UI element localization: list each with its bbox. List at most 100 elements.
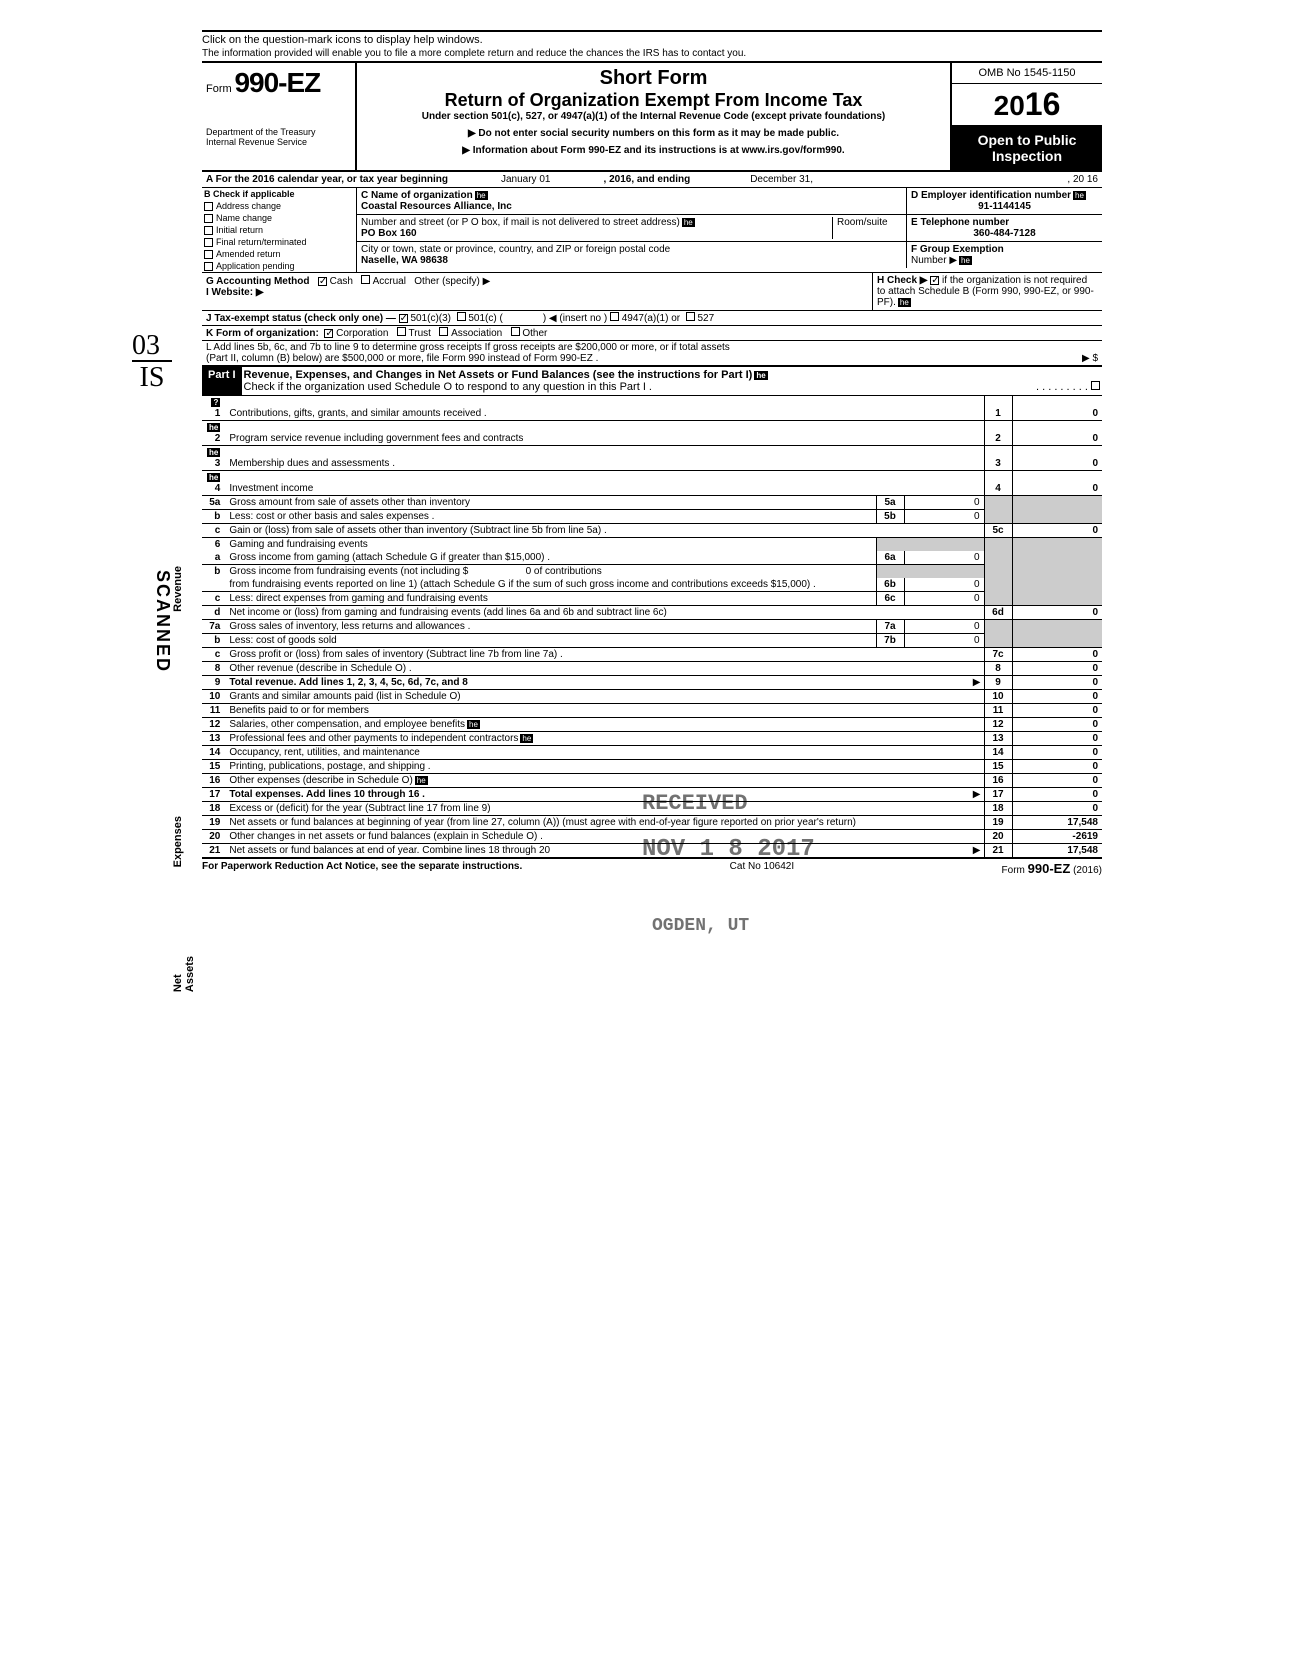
- j-4947-check[interactable]: [610, 312, 619, 321]
- b-final[interactable]: Final return/terminated: [202, 236, 356, 248]
- j-501c-check[interactable]: [457, 312, 466, 321]
- help-icon[interactable]: he: [520, 734, 533, 743]
- form-label: Form: [206, 83, 232, 95]
- addr-block: Number and street (or P O box, if mail i…: [357, 215, 907, 241]
- form-page: 03 IS SCANNED Click on the question-mark…: [202, 30, 1102, 876]
- help-icon[interactable]: he: [467, 720, 480, 729]
- b-name[interactable]: Name change: [202, 212, 356, 224]
- table-row: he 3Membership dues and assessments .30: [202, 446, 1102, 471]
- part1-check[interactable]: [1091, 381, 1100, 390]
- tax-year: 2016: [952, 84, 1102, 126]
- a-end-y: , 20 16: [1067, 174, 1098, 185]
- table-row: bLess: cost or other basis and sales exp…: [202, 510, 1102, 524]
- b-item: Final return/terminated: [216, 237, 307, 247]
- side-revenue: Revenue: [172, 566, 184, 612]
- table-row: 12Salaries, other compensation, and empl…: [202, 718, 1102, 732]
- g-accrual: Accrual: [373, 276, 406, 287]
- table-row: cGain or (loss) from sale of assets othe…: [202, 524, 1102, 538]
- header-right: OMB No 1545-1150 2016 Open to Public Ins…: [952, 63, 1102, 170]
- help-icon[interactable]: he: [475, 191, 488, 200]
- j-527-check[interactable]: [686, 312, 695, 321]
- help-icon[interactable]: he: [207, 423, 220, 432]
- footer-cat: Cat No 10642I: [730, 861, 795, 876]
- side-netassets: Net Assets: [172, 956, 196, 992]
- help-icon[interactable]: he: [754, 371, 767, 380]
- part1-check-text: Check if the organization used Schedule …: [244, 381, 652, 393]
- city-block: City or town, state or province, country…: [357, 242, 907, 268]
- part1-title: Revenue, Expenses, and Changes in Net As…: [244, 369, 753, 381]
- help-icon[interactable]: he: [1073, 191, 1086, 200]
- g-i-block: G Accounting Method Cash Accrual Other (…: [202, 273, 872, 310]
- table-row: 18Excess or (deficit) for the year (Subt…: [202, 802, 1102, 816]
- k-o2: Trust: [409, 328, 431, 339]
- l-line1: L Add lines 5b, 6c, and 7b to line 9 to …: [206, 342, 1098, 353]
- b-pending[interactable]: Application pending: [202, 260, 356, 272]
- d-label: D Employer identification number: [911, 190, 1071, 201]
- table-row: bGross income from fundraising events (n…: [202, 565, 1102, 579]
- b-item: Address change: [216, 201, 281, 211]
- ssn-warning: ▶ Do not enter social security numbers o…: [361, 128, 946, 139]
- help-icon[interactable]: he: [682, 218, 695, 227]
- section-c-block: C Name of organizationhe Coastal Resourc…: [357, 188, 1102, 272]
- a-mid: , 2016, and ending: [604, 174, 691, 185]
- help-icon[interactable]: he: [415, 776, 428, 785]
- k-trust-check[interactable]: [397, 327, 406, 336]
- addr-value: PO Box 160: [361, 228, 417, 239]
- k-corp-check[interactable]: [324, 329, 333, 338]
- table-row: cGross profit or (loss) from sales of in…: [202, 648, 1102, 662]
- side-expenses: Expenses: [172, 816, 184, 867]
- j-label: J Tax-exempt status (check only one) —: [206, 313, 396, 324]
- table-row: 19Net assets or fund balances at beginni…: [202, 816, 1102, 830]
- help-icon[interactable]: he: [898, 298, 911, 307]
- help-icon[interactable]: he: [207, 473, 220, 482]
- info-link: ▶ Information about Form 990-EZ and its …: [361, 145, 946, 156]
- dept-treasury: Department of the Treasury: [206, 127, 351, 137]
- table-row: 9Total revenue. Add lines 1, 2, 3, 4, 5c…: [202, 676, 1102, 690]
- f-group: F Group Exemption Number ▶he: [907, 242, 1102, 268]
- table-row: cLess: direct expenses from gaming and f…: [202, 592, 1102, 606]
- table-row: 21Net assets or fund balances at end of …: [202, 844, 1102, 859]
- b-addr[interactable]: Address change: [202, 200, 356, 212]
- footer-left: For Paperwork Reduction Act Notice, see …: [202, 861, 522, 876]
- table-row: 5aGross amount from sale of assets other…: [202, 496, 1102, 510]
- table-row: 10Grants and similar amounts paid (list …: [202, 690, 1102, 704]
- g-cash: Cash: [330, 276, 353, 287]
- g-other: Other (specify) ▶: [414, 276, 490, 287]
- table-row: 11Benefits paid to or for members110: [202, 704, 1102, 718]
- h-check[interactable]: [930, 276, 939, 285]
- stamp-ogden: OGDEN, UT: [652, 916, 749, 936]
- k-label: K Form of organization:: [206, 328, 319, 339]
- city-label: City or town, state or province, country…: [361, 244, 670, 255]
- help-icon[interactable]: he: [959, 256, 972, 265]
- b-label: B Check if applicable: [202, 188, 356, 200]
- c-label: C Name of organization: [361, 190, 473, 201]
- k-other-check[interactable]: [511, 327, 520, 336]
- row-k: K Form of organization: Corporation Trus…: [202, 326, 1102, 341]
- j-o2: 501(c) (: [468, 313, 502, 324]
- b-amended[interactable]: Amended return: [202, 248, 356, 260]
- b-item: Application pending: [216, 261, 295, 271]
- d-value: 91-1144145: [911, 201, 1098, 212]
- j-501c3-check[interactable]: [399, 314, 408, 323]
- city-value: Naselle, WA 98638: [361, 255, 448, 266]
- k-assoc-check[interactable]: [439, 327, 448, 336]
- g-cash-check[interactable]: [318, 277, 327, 286]
- b-item: Name change: [216, 213, 272, 223]
- table-row: 6Gaming and fundraising events: [202, 538, 1102, 552]
- help-icon[interactable]: he: [207, 448, 220, 457]
- help-icon[interactable]: ?: [211, 398, 220, 407]
- form-header: Form 990-EZ Department of the Treasury I…: [202, 63, 1102, 172]
- table-row: 15Printing, publications, postage, and s…: [202, 760, 1102, 774]
- a-end-m: December 31,: [693, 174, 813, 185]
- b-initial[interactable]: Initial return: [202, 224, 356, 236]
- row-gh: G Accounting Method Cash Accrual Other (…: [202, 273, 1102, 311]
- part1-header: Part I Revenue, Expenses, and Changes in…: [202, 367, 1102, 396]
- table-row: 20Other changes in net assets or fund ba…: [202, 830, 1102, 844]
- g-accrual-check[interactable]: [361, 275, 370, 284]
- table-row: bLess: cost of goods sold7b0: [202, 634, 1102, 648]
- b-item: Initial return: [216, 225, 263, 235]
- part1-table: ? 1Contributions, gifts, grants, and sim…: [202, 396, 1102, 859]
- k-o4: Other: [522, 328, 547, 339]
- a-begin: January 01: [451, 174, 601, 185]
- title-main: Return of Organization Exempt From Incom…: [361, 90, 946, 111]
